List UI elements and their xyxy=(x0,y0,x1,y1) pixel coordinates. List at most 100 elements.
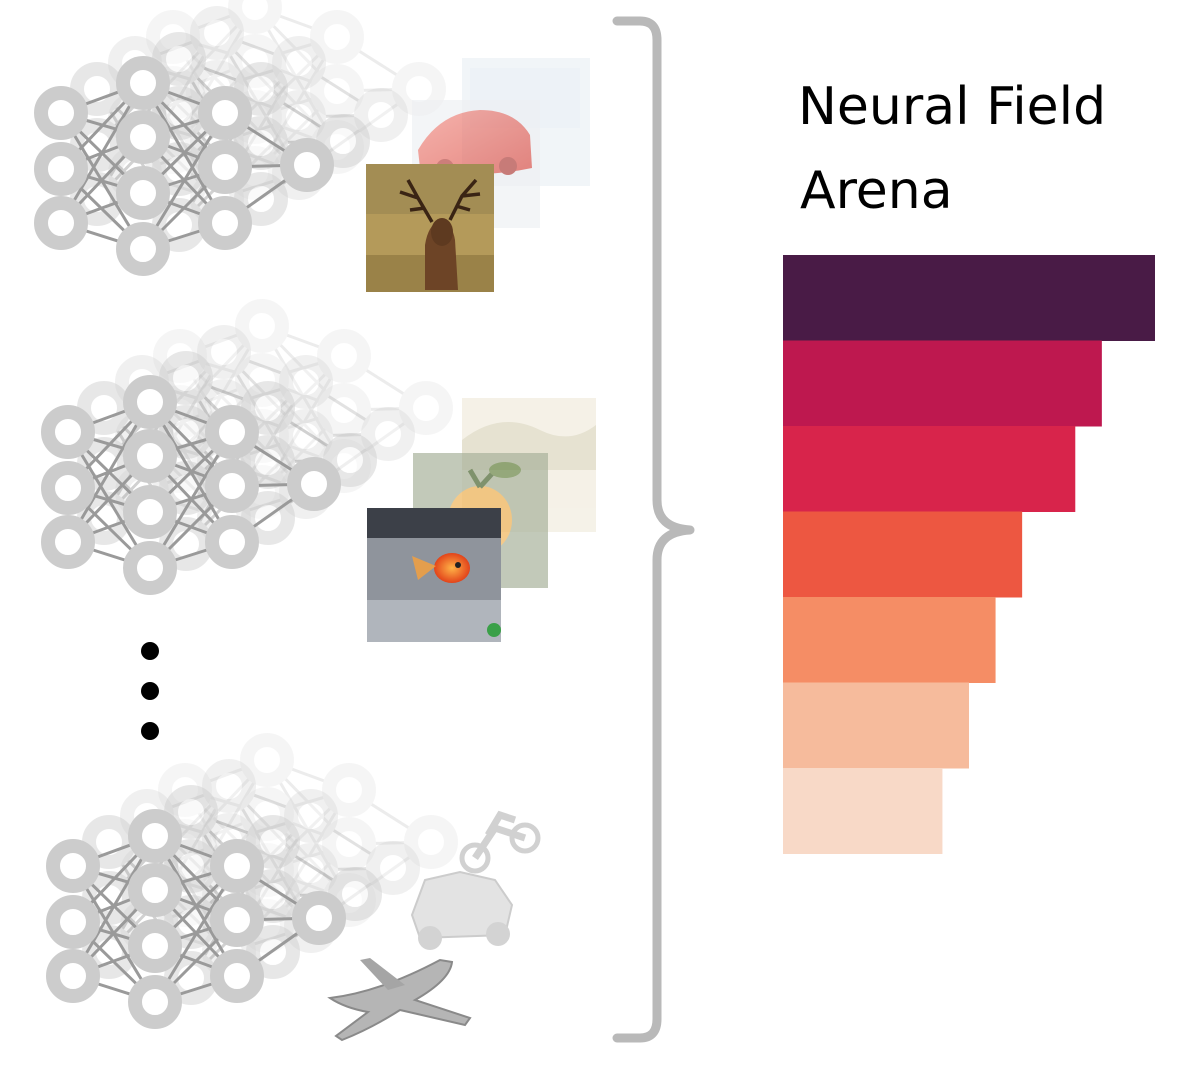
network-node xyxy=(158,763,212,817)
network-edge xyxy=(254,5,338,39)
network-edge xyxy=(185,376,269,410)
ranking-bar-5 xyxy=(783,597,996,683)
network-edge xyxy=(260,325,346,467)
network-node xyxy=(272,36,326,90)
neural-network-front xyxy=(34,56,334,276)
neural-network-back-3 xyxy=(146,0,446,200)
network-edge xyxy=(266,812,350,846)
network-stack-top xyxy=(34,0,446,276)
network-stack-bottom xyxy=(46,733,458,1029)
neural-network-front xyxy=(41,375,341,595)
ranking-bar-2 xyxy=(783,340,1102,427)
network-node xyxy=(354,88,408,142)
network-edge xyxy=(261,434,345,468)
network-node xyxy=(246,869,300,923)
network-node xyxy=(128,863,182,917)
ranking-bar-7 xyxy=(783,768,943,854)
network-edge xyxy=(216,31,300,65)
network-node xyxy=(284,843,338,897)
car-shape-thumbnail xyxy=(410,870,514,950)
ranking-bar-1 xyxy=(783,255,1155,341)
network-edge xyxy=(184,812,268,848)
network-node xyxy=(164,785,218,839)
network-edge xyxy=(267,406,351,462)
network-node xyxy=(46,949,100,1003)
network-edge xyxy=(178,324,264,414)
network-edge xyxy=(184,758,268,792)
network-node xyxy=(210,893,264,947)
network-edge xyxy=(253,59,339,149)
network-node xyxy=(123,541,177,595)
network-edge xyxy=(336,35,420,91)
network-node xyxy=(246,815,300,869)
network-stack-middle xyxy=(41,299,453,595)
network-node xyxy=(198,86,252,140)
network-node xyxy=(284,789,338,843)
network-edge xyxy=(260,408,346,494)
network-edge xyxy=(253,6,339,148)
ellipsis-dot xyxy=(141,642,159,660)
network-node xyxy=(46,839,100,893)
network-edge xyxy=(310,866,394,872)
network-node xyxy=(399,381,453,435)
network-edge xyxy=(348,840,432,902)
network-edge xyxy=(261,408,345,438)
network-node xyxy=(322,817,376,871)
network-edge xyxy=(261,378,345,412)
network-edge xyxy=(260,354,346,438)
ranking-bar-6 xyxy=(783,682,969,769)
ranking-bar-3 xyxy=(783,426,1076,512)
network-edge xyxy=(172,35,256,63)
network-edge xyxy=(254,35,338,63)
ellipsis-dot xyxy=(141,682,159,700)
network-edge xyxy=(254,115,338,149)
image-thumbnails-middle xyxy=(367,398,596,642)
network-node xyxy=(128,975,182,1029)
network-node xyxy=(361,407,415,461)
network-node xyxy=(205,515,259,569)
network-edge xyxy=(261,354,345,382)
network-node xyxy=(272,90,326,144)
shape-thumbnails-bottom xyxy=(327,810,541,1042)
network-edge xyxy=(172,59,256,95)
network-edge xyxy=(228,784,312,818)
network-edge xyxy=(261,324,345,358)
network-node xyxy=(322,763,376,817)
network-edge xyxy=(215,31,301,119)
network-node xyxy=(116,222,170,276)
network-node xyxy=(317,329,371,383)
network-edge xyxy=(265,758,351,846)
neural-network-front xyxy=(46,809,346,1029)
network-edge xyxy=(253,5,339,93)
network-edge xyxy=(227,784,313,872)
network-node xyxy=(310,10,364,64)
network-node xyxy=(34,196,88,250)
network-node xyxy=(210,839,264,893)
network-node xyxy=(41,461,95,515)
network-edge xyxy=(305,380,389,436)
network-node xyxy=(123,375,177,429)
network-node xyxy=(287,457,341,511)
image-thumbnails-top xyxy=(366,58,590,292)
network-edge xyxy=(172,5,256,39)
network-edge xyxy=(336,87,420,93)
network-node xyxy=(159,351,213,405)
network-node xyxy=(153,329,207,383)
network-node xyxy=(279,409,333,463)
network-edge xyxy=(260,355,346,493)
network-edge xyxy=(260,324,346,412)
network-edge xyxy=(253,35,339,119)
ellipsis-dots xyxy=(141,642,159,740)
network-node xyxy=(123,485,177,539)
network-node xyxy=(128,919,182,973)
network-node xyxy=(241,435,295,489)
network-node xyxy=(241,381,295,435)
network-edge xyxy=(228,814,312,842)
ranking-bar-chart xyxy=(783,255,1155,854)
network-node xyxy=(234,62,288,116)
network-edge xyxy=(66,401,152,543)
network-node xyxy=(41,515,95,569)
network-node xyxy=(34,86,88,140)
network-edge xyxy=(260,87,344,143)
